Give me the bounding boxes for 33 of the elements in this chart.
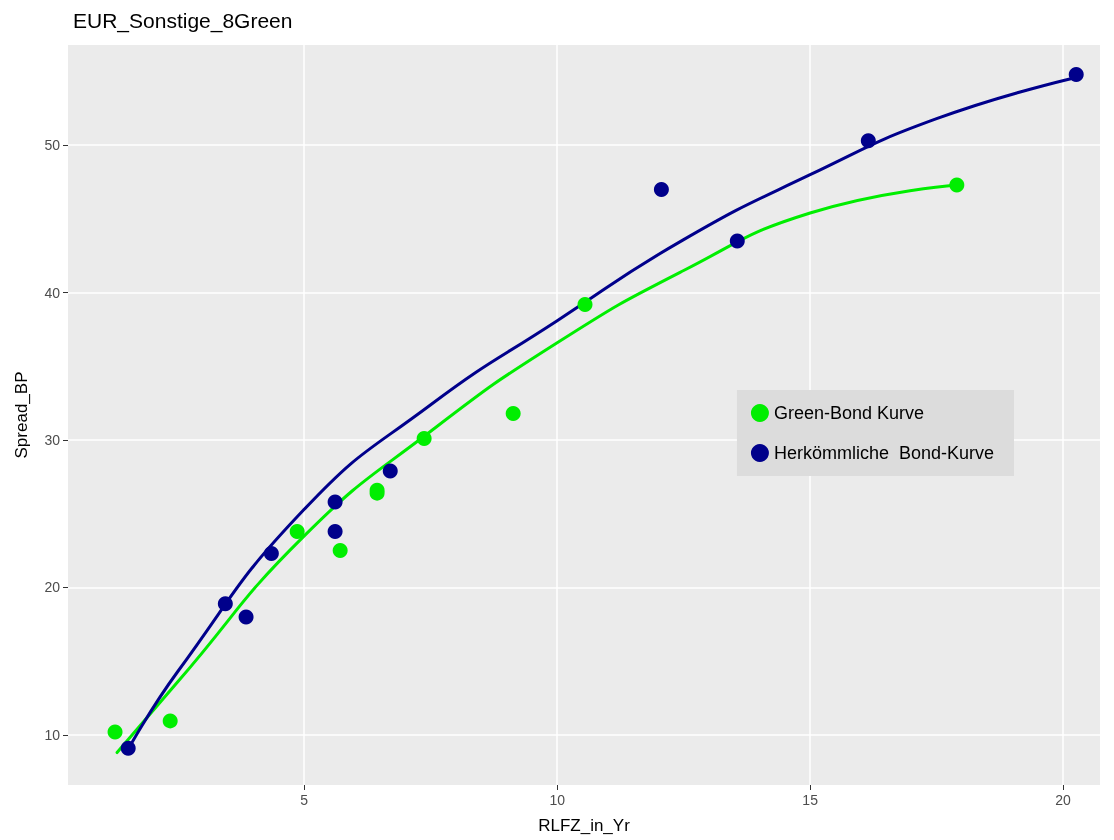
point bbox=[505, 406, 521, 422]
point bbox=[1068, 66, 1084, 82]
legend-label: Green-Bond Kurve bbox=[773, 403, 925, 423]
point bbox=[577, 296, 593, 312]
x-tick-label: 15 bbox=[802, 792, 819, 808]
point bbox=[327, 523, 343, 539]
point bbox=[416, 431, 432, 447]
point bbox=[162, 713, 178, 729]
point bbox=[332, 543, 348, 559]
y-tick-label: 30 bbox=[44, 432, 61, 449]
y-axis-title: Spread_BP bbox=[12, 371, 31, 459]
point bbox=[327, 494, 343, 510]
point bbox=[263, 546, 279, 562]
y-tick-label: 40 bbox=[44, 284, 61, 301]
point bbox=[289, 523, 305, 539]
x-tick-label: 20 bbox=[1055, 792, 1072, 808]
y-tick-label: 10 bbox=[44, 726, 61, 743]
chart-title: EUR_Sonstige_8Green bbox=[73, 9, 293, 33]
point bbox=[217, 596, 233, 612]
point bbox=[107, 724, 123, 740]
legend-label: Herkömmliche Bond-Kurve bbox=[773, 443, 994, 463]
point bbox=[653, 181, 669, 197]
point bbox=[238, 609, 254, 625]
y-tick-label: 20 bbox=[44, 579, 61, 596]
x-tick-label: 5 bbox=[300, 792, 309, 808]
y-tick-label: 50 bbox=[44, 137, 61, 154]
x-axis-title: RLFZ_in_Yr bbox=[538, 816, 631, 835]
point bbox=[382, 463, 398, 479]
point bbox=[860, 133, 876, 149]
point bbox=[120, 740, 136, 756]
point bbox=[729, 233, 745, 249]
point bbox=[949, 177, 965, 193]
x-tick-label: 10 bbox=[549, 792, 566, 808]
